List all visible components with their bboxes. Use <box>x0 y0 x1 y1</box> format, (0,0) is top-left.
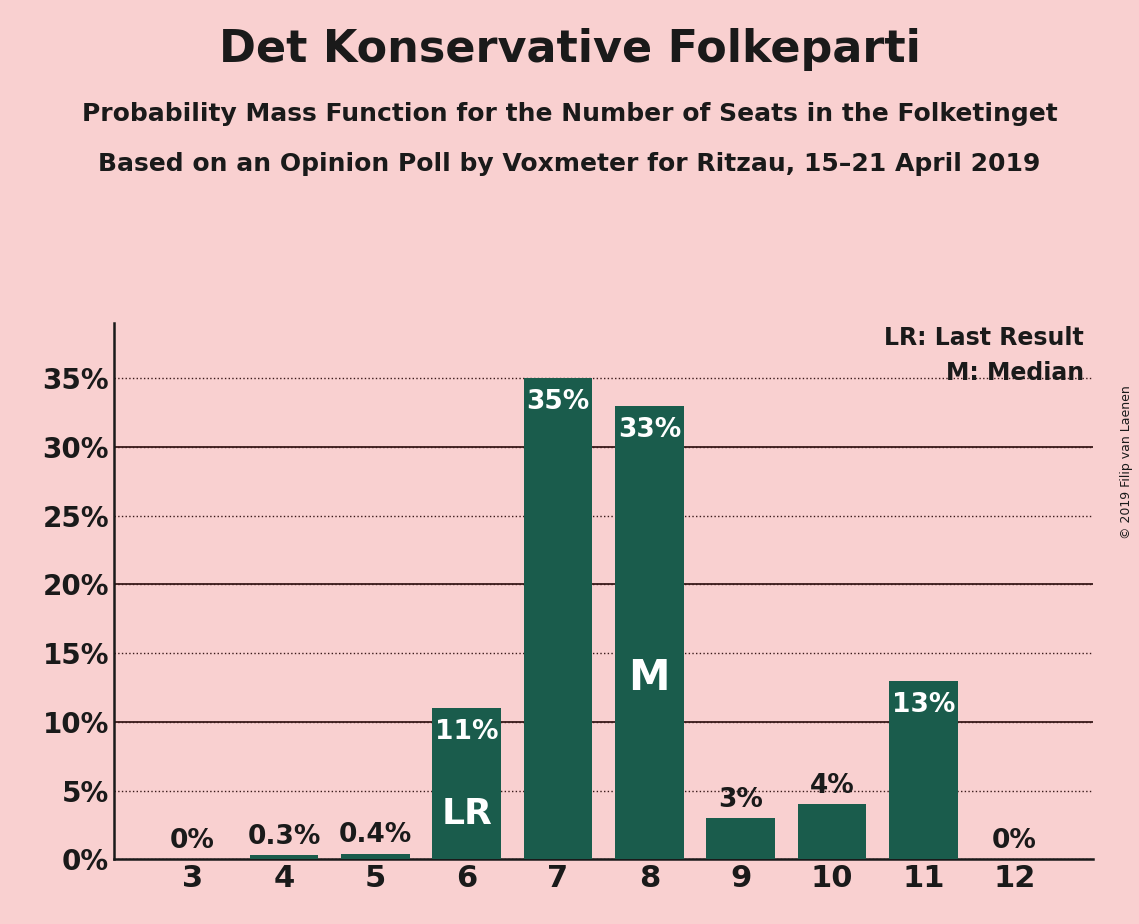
Bar <box>433 708 501 859</box>
Text: 13%: 13% <box>892 692 954 718</box>
Text: M: Median: M: Median <box>945 361 1083 385</box>
Text: 33%: 33% <box>617 417 681 443</box>
Text: 0.3%: 0.3% <box>247 823 321 850</box>
Text: LR: LR <box>441 797 492 831</box>
Text: 3%: 3% <box>719 786 763 812</box>
Text: © 2019 Filip van Laenen: © 2019 Filip van Laenen <box>1121 385 1133 539</box>
Text: 0.4%: 0.4% <box>338 822 412 848</box>
Text: M: M <box>629 657 670 699</box>
Text: 0%: 0% <box>170 828 215 854</box>
Bar <box>706 818 775 859</box>
Bar <box>615 406 683 859</box>
Text: 35%: 35% <box>526 389 590 416</box>
Bar <box>797 805 867 859</box>
Text: Probability Mass Function for the Number of Seats in the Folketinget: Probability Mass Function for the Number… <box>82 102 1057 126</box>
Bar <box>341 854 410 859</box>
Text: 0%: 0% <box>992 828 1038 854</box>
Text: LR: Last Result: LR: Last Result <box>884 326 1083 350</box>
Bar <box>524 378 592 859</box>
Text: 4%: 4% <box>810 772 854 799</box>
Text: 11%: 11% <box>435 719 499 745</box>
Bar <box>890 681 958 859</box>
Text: Det Konservative Folkeparti: Det Konservative Folkeparti <box>219 28 920 71</box>
Bar <box>249 856 318 859</box>
Text: Based on an Opinion Poll by Voxmeter for Ritzau, 15–21 April 2019: Based on an Opinion Poll by Voxmeter for… <box>98 152 1041 176</box>
